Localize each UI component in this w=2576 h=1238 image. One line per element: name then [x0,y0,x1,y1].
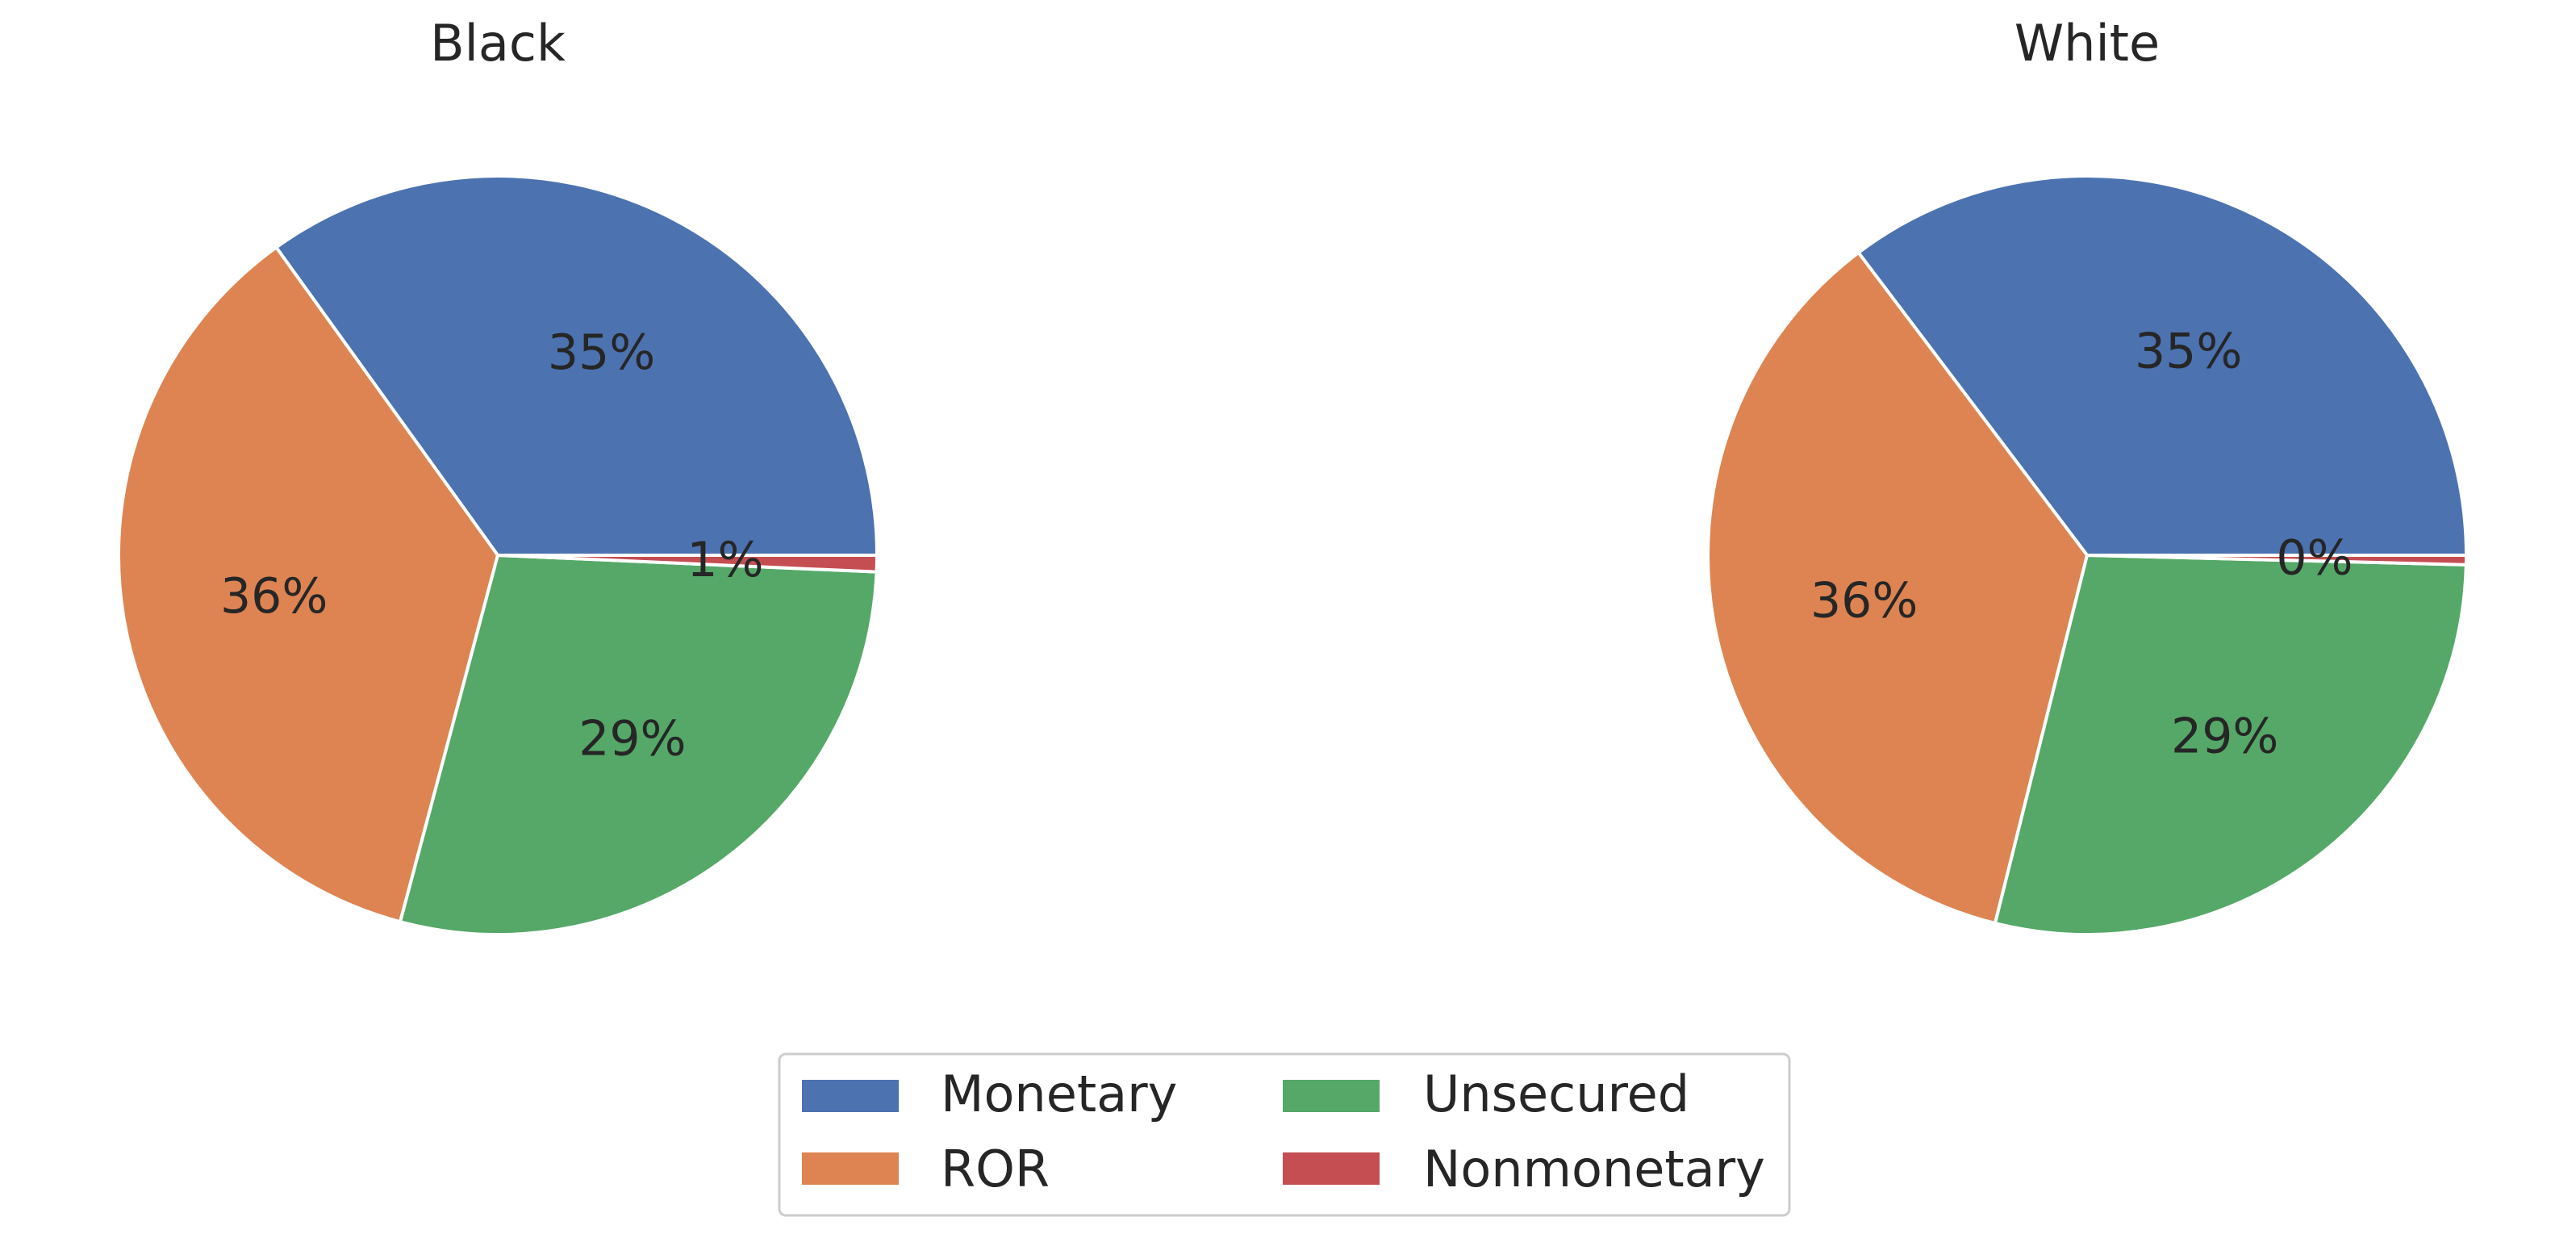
legend-label-nonmonetary: Nonmonetary [1423,1140,1765,1198]
legend: Monetary Unsecured ROR Nonmonetary [778,1052,1791,1217]
pie-slice-ror [117,245,499,924]
pie-slice-unsecured [1993,554,2468,936]
pie-label-nonmonetary: 1% [687,532,763,588]
pie-slice-ror [1706,251,2089,925]
pie-slice-nonmonetary [2085,554,2468,567]
pie-label-monetary: 35% [548,324,655,381]
pie-label-monetary: 35% [2135,324,2242,380]
pie-title: White [2014,14,2160,73]
pie-slice-monetary [274,174,879,557]
legend-swatch-monetary [802,1080,899,1112]
pie-title: Black [430,14,566,73]
pie-label-unsecured: 29% [578,710,686,767]
pie-slice-monetary [1856,174,2468,557]
legend-label-ror: ROR [941,1140,1050,1198]
legend-label-monetary: Monetary [941,1064,1177,1123]
legend-label-unsecured: Unsecured [1423,1064,1689,1123]
legend-swatch-nonmonetary [1283,1152,1380,1185]
legend-frame [778,1052,1791,1217]
pie-slice-unsecured [399,554,879,936]
pie-label-nonmonetary: 0% [2276,530,2353,587]
pie-label-ror: 36% [220,568,328,625]
pie-label-unsecured: 29% [2171,708,2278,764]
pie-black: 35% 36% 29% 1% Black [117,14,879,936]
pie-slice-nonmonetary [496,554,879,574]
legend-swatch-ror [802,1152,899,1185]
pie-white: 35% 36% 29% 0% White [1706,14,2468,936]
pie-label-ror: 36% [1810,572,1918,629]
legend-swatch-unsecured [1283,1080,1380,1112]
